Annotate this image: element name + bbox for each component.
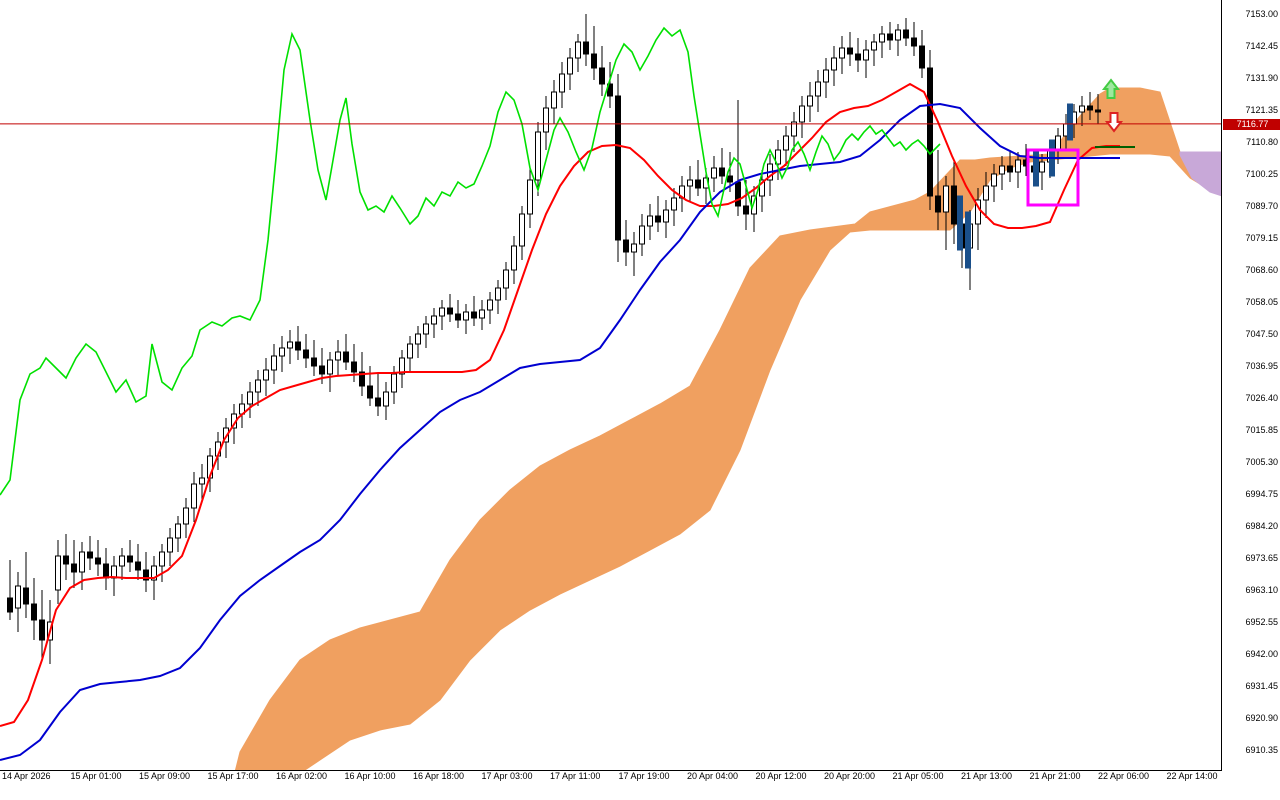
candlestick-series — [7, 14, 1101, 664]
current-price-label: 7116.77 — [1223, 118, 1280, 130]
y-axis-tick: 6973.65 — [1245, 553, 1278, 563]
x-axis-tick: 15 Apr 01:00 — [70, 771, 122, 781]
y-axis-tick: 7121.35 — [1245, 105, 1278, 115]
x-axis-tick: 20 Apr 04:00 — [687, 771, 739, 781]
y-axis-tick: 6963.10 — [1245, 585, 1278, 595]
y-axis-tick: 7079.15 — [1245, 233, 1278, 243]
ichimoku-lines — [0, 26, 1120, 761]
x-axis-tick: 20 Apr 20:00 — [824, 771, 876, 781]
x-axis-tick: 22 Apr 14:00 — [1166, 771, 1218, 781]
y-axis-tick: 7068.60 — [1245, 265, 1278, 275]
y-axis-tick: 7089.70 — [1245, 201, 1278, 211]
y-axis-tick: 7142.45 — [1245, 41, 1278, 51]
x-axis-tick: 16 Apr 10:00 — [344, 771, 396, 781]
selection-box[interactable] — [1026, 148, 1080, 207]
x-axis-tick: 21 Apr 05:00 — [892, 771, 944, 781]
y-axis-tick: 7015.85 — [1245, 425, 1278, 435]
y-axis-tick: 7100.25 — [1245, 169, 1278, 179]
x-axis-tick: 14 Apr 2026 — [2, 771, 51, 781]
y-axis-tick: 6910.35 — [1245, 745, 1278, 755]
x-axis-tick: 17 Apr 11:00 — [550, 771, 601, 781]
x-axis-time-scale[interactable]: 14 Apr 2026 15 Apr 01:00 15 Apr 09:00 15 Ap… — [0, 770, 1280, 800]
x-axis-tick: 22 Apr 06:00 — [1098, 771, 1150, 781]
y-axis-tick: 7131.90 — [1245, 73, 1278, 83]
x-axis-tick: 17 Apr 03:00 — [481, 771, 533, 781]
x-axis-tick: 20 Apr 12:00 — [755, 771, 807, 781]
y-axis-tick: 7005.30 — [1245, 457, 1278, 467]
y-axis-divider — [1221, 0, 1222, 770]
x-axis-tick: 21 Apr 13:00 — [961, 771, 1013, 781]
y-axis-tick: 7047.50 — [1245, 329, 1278, 339]
x-axis-tick: 15 Apr 09:00 — [139, 771, 191, 781]
chart-plot-area[interactable] — [0, 0, 1222, 770]
y-axis-tick: 6931.45 — [1245, 681, 1278, 691]
y-axis-tick: 6952.55 — [1245, 617, 1278, 627]
chart-annotations[interactable] — [1026, 78, 1135, 207]
x-axis-tick: 16 Apr 18:00 — [413, 771, 465, 781]
y-axis-tick: 7036.95 — [1245, 361, 1278, 371]
y-axis-tick: 7153.00 — [1245, 9, 1278, 19]
x-axis-tick: 21 Apr 21:00 — [1029, 771, 1081, 781]
y-axis-tick: 7058.05 — [1245, 297, 1278, 307]
x-axis-tick: 15 Apr 17:00 — [207, 771, 259, 781]
arrow-up-icon[interactable] — [1101, 78, 1121, 99]
arrow-down-icon[interactable] — [1104, 112, 1124, 133]
y-axis-tick: 7026.40 — [1245, 393, 1278, 403]
y-axis-tick: 6920.90 — [1245, 713, 1278, 723]
y-axis-tick: 6984.20 — [1245, 521, 1278, 531]
y-axis-tick: 6994.75 — [1245, 489, 1278, 499]
ichimoku-cloud — [234, 87, 1222, 770]
x-axis-divider — [0, 770, 1222, 771]
chart-canvas — [0, 14, 1222, 770]
y-axis-price-scale[interactable]: 7153.00 7142.45 7131.90 7121.35 7110.80 7100.… — [1222, 0, 1280, 770]
ichimoku-future-cloud — [1179, 151, 1222, 197]
y-axis-tick: 7110.80 — [1246, 137, 1278, 147]
y-axis-tick: 6942.00 — [1245, 649, 1278, 659]
x-axis-tick: 17 Apr 19:00 — [618, 771, 670, 781]
x-axis-tick: 16 Apr 02:00 — [276, 771, 328, 781]
